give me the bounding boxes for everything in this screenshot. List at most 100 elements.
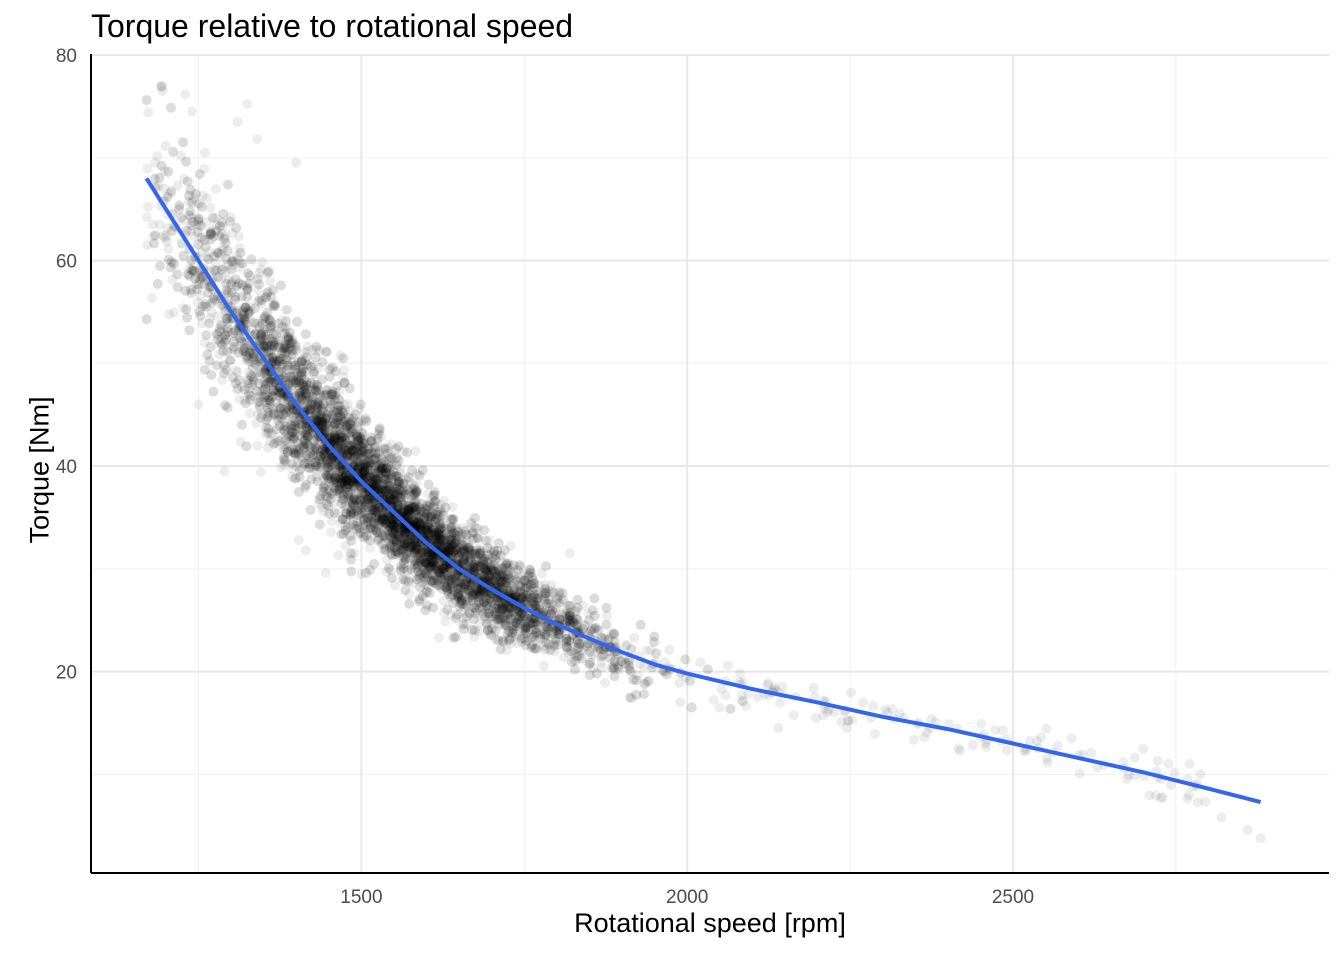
data-point [334, 386, 345, 396]
data-point [212, 329, 223, 340]
data-point [395, 485, 406, 496]
data-point [376, 509, 387, 520]
data-point [486, 562, 497, 573]
data-point [501, 573, 512, 583]
data-point [188, 261, 199, 272]
data-point [450, 533, 461, 544]
data-point [545, 602, 556, 613]
data-point [422, 518, 433, 529]
data-point [420, 552, 431, 562]
data-point [464, 561, 475, 572]
data-point [400, 528, 411, 539]
data-point [475, 592, 485, 603]
data-point [412, 544, 423, 555]
data-point [239, 337, 250, 347]
data-point [453, 542, 464, 553]
data-point [419, 521, 430, 531]
data-point [464, 561, 475, 571]
data-point [380, 530, 391, 541]
data-point [310, 399, 321, 410]
data-point [206, 369, 217, 380]
data-point [390, 542, 401, 553]
data-point [645, 645, 656, 656]
data-point [223, 274, 234, 285]
data-point [245, 408, 255, 419]
data-point [401, 472, 411, 483]
data-point [424, 504, 434, 515]
data-point [539, 594, 550, 605]
data-point [281, 424, 291, 435]
data-point [238, 312, 249, 323]
data-point [214, 323, 225, 334]
data-point [471, 555, 482, 566]
data-point [194, 198, 205, 209]
data-point [451, 546, 461, 557]
data-point [371, 506, 382, 517]
data-point [176, 150, 187, 161]
data-point [422, 531, 433, 542]
data-point [385, 539, 396, 550]
data-point [297, 385, 308, 396]
chart-title: Torque relative to rotational speed [91, 8, 574, 44]
data-point [253, 285, 263, 296]
data-point [232, 280, 242, 291]
data-point [384, 457, 395, 468]
data-point [318, 472, 329, 483]
data-point [481, 600, 492, 611]
data-point [398, 487, 409, 498]
data-point [260, 428, 271, 439]
data-point [361, 496, 372, 507]
data-point [257, 257, 268, 267]
data-point [346, 474, 357, 485]
data-point [214, 349, 225, 360]
data-point [368, 473, 379, 484]
data-point [632, 669, 643, 680]
data-point [370, 503, 381, 514]
data-point [281, 439, 292, 450]
data-point [249, 375, 260, 386]
data-point [312, 406, 323, 417]
data-point [488, 603, 499, 614]
data-point [364, 472, 375, 483]
data-point [399, 530, 410, 541]
data-point [288, 411, 299, 422]
data-point [378, 465, 389, 476]
data-point [391, 527, 402, 538]
data-point [345, 449, 356, 460]
data-point [193, 220, 204, 231]
data-point [526, 595, 537, 606]
data-point [311, 403, 322, 414]
data-point [512, 616, 523, 627]
data-point [468, 588, 478, 599]
data-point [360, 459, 371, 470]
data-point [437, 536, 448, 547]
data-point [604, 633, 614, 643]
data-point [178, 303, 189, 314]
data-point [314, 498, 325, 509]
data-point [475, 548, 485, 559]
data-point [289, 432, 300, 443]
data-point [300, 458, 311, 469]
data-point [540, 585, 551, 596]
data-point [290, 429, 301, 439]
data-point [410, 563, 421, 574]
data-point [439, 495, 450, 506]
data-point [461, 555, 472, 566]
data-point [394, 484, 405, 495]
data-point [373, 469, 384, 480]
data-point [530, 601, 541, 612]
data-point [370, 508, 381, 518]
data-point [358, 461, 369, 472]
data-point [402, 537, 413, 548]
data-point [400, 540, 411, 551]
data-point [333, 442, 344, 452]
data-point [299, 383, 310, 393]
data-point [349, 548, 360, 558]
data-point [493, 615, 504, 626]
data-point [411, 519, 422, 530]
data-point [348, 454, 359, 465]
data-point [196, 318, 207, 329]
data-point [482, 550, 493, 560]
data-point [379, 473, 390, 484]
